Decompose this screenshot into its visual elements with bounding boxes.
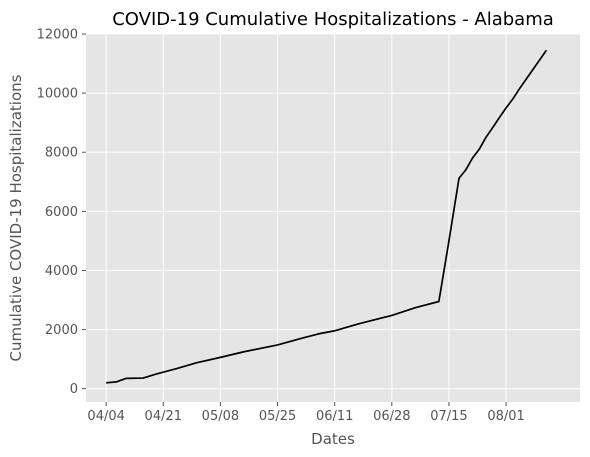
y-tick-label: 6000	[45, 205, 78, 220]
y-tick-label: 12000	[37, 28, 78, 43]
series-line	[106, 49, 548, 384]
y-tick-label: 10000	[37, 87, 78, 102]
x-tick-label: 06/11	[316, 409, 353, 424]
x-axis-label: Dates	[311, 430, 355, 448]
x-tick-label: 06/28	[373, 409, 410, 424]
y-tick-label: 4000	[45, 264, 78, 279]
x-tick-label: 05/08	[202, 409, 239, 424]
chart-title: COVID-19 Cumulative Hospitalizations - A…	[112, 9, 554, 30]
series-layer	[106, 49, 548, 384]
y-tick-label: 8000	[45, 146, 78, 161]
x-tick-label: 08/01	[487, 409, 524, 424]
x-tick-label: 05/25	[259, 409, 296, 424]
y-tick-label: 2000	[45, 323, 78, 338]
plot-area	[86, 34, 580, 402]
x-tick-label: 04/21	[145, 409, 182, 424]
x-tick-label: 04/04	[87, 409, 124, 424]
y-axis-label: Cumulative COVID-19 Hospitalizations	[7, 74, 25, 361]
x-axis: 04/04 04/21 05/08 05/25 06/11 06/28 07/15 08/01	[87, 402, 525, 424]
y-axis: 0 2000 4000 6000 8000 10000 12000	[37, 28, 86, 397]
grid	[86, 33, 580, 402]
y-tick-label: 0	[70, 382, 78, 397]
x-tick-label: 07/15	[430, 409, 467, 424]
